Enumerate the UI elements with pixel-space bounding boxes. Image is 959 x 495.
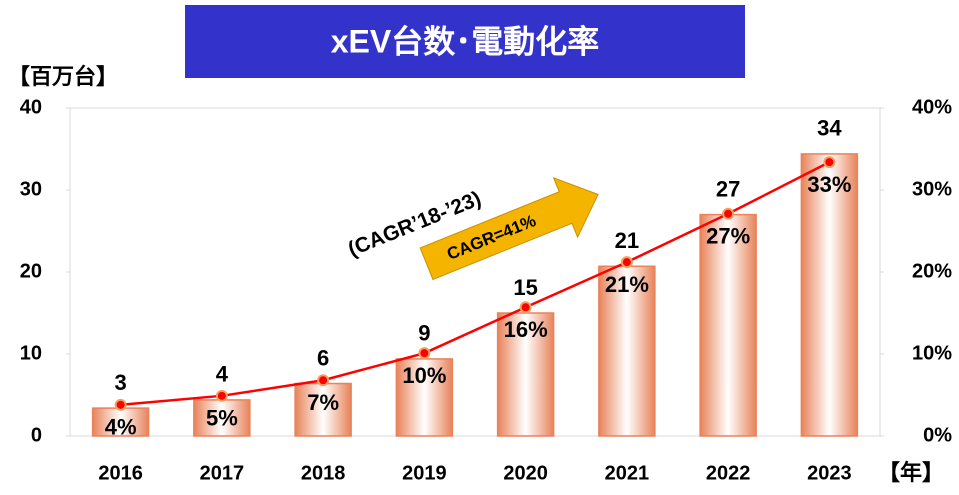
line-value-label: 4%	[105, 415, 137, 440]
bar-value-label: 4	[216, 362, 229, 387]
y2-tick-label: 30%	[912, 178, 952, 200]
y-tick-label: 20	[20, 260, 42, 282]
y-tick-label: 40	[20, 96, 42, 118]
line-marker	[519, 301, 532, 314]
bar	[193, 399, 251, 437]
bar-value-label: 34	[817, 116, 842, 141]
y-tick-label: 10	[20, 342, 42, 364]
y2-tick-label: 40%	[912, 96, 952, 118]
bar-value-label: 27	[716, 176, 740, 201]
line-marker	[823, 156, 836, 169]
chart-title: xEV台数･電動化率	[331, 23, 600, 59]
arrow-shape	[419, 176, 599, 281]
bar-value-label: 6	[317, 345, 329, 370]
y2-tick-label: 0%	[923, 424, 952, 446]
bar	[598, 265, 656, 437]
x-tick-label: 2016	[98, 462, 143, 484]
line-marker	[418, 347, 431, 360]
y2-tick-label: 10%	[912, 342, 952, 364]
line-value-label: 33%	[807, 172, 851, 197]
line-marker	[317, 374, 330, 387]
x-tick-label: 2019	[402, 462, 447, 484]
x-axis-label: 【年】	[878, 460, 944, 485]
x-tick-label: 2022	[706, 462, 751, 484]
y-tick-label: 0	[31, 424, 42, 446]
cagr-arrow: CAGR=41%	[419, 176, 599, 281]
line-marker	[722, 207, 735, 220]
bar-value-label: 21	[615, 228, 639, 253]
line-value-label: 16%	[504, 317, 548, 342]
line	[120, 161, 830, 407]
y2-tick-label: 20%	[912, 260, 952, 282]
bar-value-label: 9	[418, 321, 430, 346]
bar	[496, 312, 555, 437]
line-value-label: 5%	[206, 406, 238, 431]
plot-area	[69, 107, 881, 437]
line-value-label: 7%	[307, 390, 339, 415]
title-box	[185, 5, 745, 78]
x-tick-label: 2021	[605, 462, 650, 484]
bar	[800, 153, 859, 437]
bar	[699, 213, 757, 437]
line-marker	[620, 256, 633, 269]
y-axis-label: 【百万台】	[8, 64, 118, 89]
x-tick-label: 2017	[200, 462, 245, 484]
y-tick-label: 30	[20, 178, 42, 200]
x-tick-label: 2023	[807, 462, 852, 484]
x-tick-label: 2020	[503, 462, 548, 484]
bar-value-label: 15	[513, 275, 537, 300]
bar-value-label: 3	[115, 370, 127, 395]
line-value-label: 27%	[706, 224, 750, 249]
line-value-label: 21%	[605, 272, 649, 297]
x-tick-label: 2018	[301, 462, 346, 484]
line-marker	[215, 389, 228, 402]
line-marker	[114, 398, 127, 411]
line-value-label: 10%	[402, 363, 446, 388]
